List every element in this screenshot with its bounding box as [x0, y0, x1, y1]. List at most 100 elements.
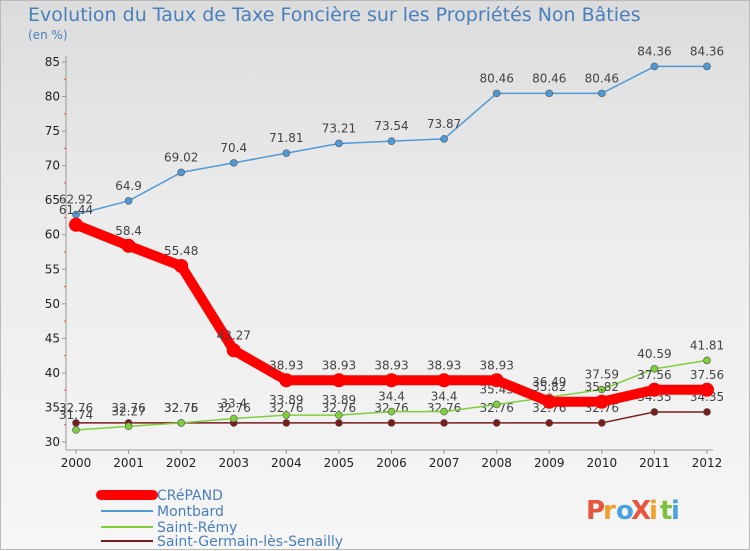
data-point: [69, 217, 83, 232]
y-tick-label: 40: [45, 366, 60, 380]
x-tick-label: 2012: [692, 456, 723, 470]
data-point: [598, 385, 606, 394]
brand-logo-letter: o: [616, 496, 634, 526]
data-label: 32.75: [164, 401, 198, 415]
x-tick-label: 2010: [587, 456, 618, 470]
data-point: [542, 394, 557, 409]
data-point: [437, 373, 452, 388]
brand-logo-letter: r: [603, 496, 616, 526]
data-point: [279, 373, 294, 388]
data-label: 80.46: [532, 71, 566, 85]
data-label: 84.36: [690, 44, 724, 58]
data-label: 35.82: [532, 380, 566, 394]
data-point: [598, 419, 606, 427]
data-label: 34.4: [431, 390, 458, 404]
y-tick-label: 70: [45, 159, 60, 173]
data-point: [229, 414, 238, 423]
data-label: 32.76: [269, 401, 303, 415]
data-label: 38.93: [322, 358, 356, 372]
data-label: 41.81: [690, 338, 724, 352]
x-tick-label: 2005: [324, 456, 355, 470]
data-label: 37.59: [585, 368, 619, 382]
data-point: [335, 411, 343, 419]
data-point: [282, 149, 291, 157]
data-point: [650, 365, 659, 373]
y-tick-label: 80: [45, 90, 60, 104]
x-tick-label: 2011: [639, 456, 670, 470]
data-point: [335, 139, 343, 148]
data-label: 43.27: [217, 328, 251, 342]
data-label: 58.4: [115, 224, 142, 238]
data-point: [124, 422, 133, 431]
data-point: [384, 373, 399, 388]
data-point: [492, 419, 501, 427]
data-label: 70.4: [220, 141, 247, 155]
data-point: [282, 411, 291, 419]
data-label: 32.76: [59, 401, 93, 415]
data-label: 38.93: [269, 358, 303, 372]
data-point: [124, 197, 133, 205]
x-tick-label: 2002: [166, 456, 197, 470]
data-label: 55.48: [164, 244, 198, 258]
legend-label: CRéPAND: [157, 488, 223, 504]
data-label: 84.36: [637, 44, 671, 58]
y-tick-label: 30: [45, 435, 60, 449]
data-point: [703, 408, 711, 416]
data-label: 61.44: [59, 203, 93, 217]
x-tick-label: 2004: [271, 456, 302, 470]
data-point: [121, 238, 136, 253]
x-tick-label: 2007: [429, 456, 460, 470]
data-point: [282, 419, 291, 427]
data-label: 32.27: [111, 404, 145, 418]
data-label: 73.87: [427, 117, 461, 131]
data-point: [177, 419, 185, 427]
y-tick-label: 75: [45, 124, 60, 138]
brand-logo-letter: P: [586, 496, 605, 526]
x-tick-label: 2008: [481, 456, 512, 470]
data-label: 32.76: [164, 401, 198, 415]
y-tick-label: 50: [45, 297, 60, 311]
chart-subtitle: (en %): [28, 28, 68, 42]
data-label: 37.56: [690, 368, 724, 382]
brand-logo-letter: X: [631, 496, 651, 526]
data-point: [594, 394, 609, 409]
data-label: 38.93: [374, 358, 408, 372]
legend-label: Saint-Rémy: [157, 520, 237, 536]
data-label: 37.56: [637, 368, 671, 382]
data-label: 80.46: [479, 71, 513, 85]
data-label: 32.76: [217, 401, 251, 415]
data-point: [174, 258, 189, 273]
brand-logo-letter: i: [671, 496, 680, 526]
y-tick-label: 60: [45, 228, 60, 242]
data-point: [72, 426, 80, 434]
data-point: [331, 373, 346, 388]
data-point: [387, 419, 396, 427]
data-point: [387, 407, 396, 416]
brand-logo-letter: t: [660, 496, 672, 526]
data-label: 38.93: [479, 358, 513, 372]
data-label: 73.54: [374, 119, 408, 133]
data-point: [440, 407, 448, 416]
data-label: 33.4: [220, 397, 247, 411]
x-tick-label: 2001: [113, 456, 144, 470]
data-point: [650, 408, 659, 416]
data-point: [226, 343, 241, 358]
data-point: [703, 62, 711, 71]
data-point: [492, 89, 501, 98]
brand-logo-letter: i: [649, 496, 658, 526]
data-label: 33.89: [269, 393, 303, 407]
data-label: 31.74: [59, 408, 93, 422]
data-label: 38.93: [427, 358, 461, 372]
data-label: 80.46: [585, 71, 619, 85]
chart-title: Evolution du Taux de Taxe Foncière sur l…: [28, 4, 641, 26]
data-label: 34.4: [378, 390, 405, 404]
data-point: [440, 135, 448, 143]
x-tick-label: 2003: [218, 456, 249, 470]
y-tick-label: 35: [45, 400, 60, 414]
data-label: 32.76: [111, 401, 145, 415]
x-tick-label: 2009: [534, 456, 565, 470]
data-point: [335, 419, 343, 427]
data-point: [440, 419, 448, 427]
